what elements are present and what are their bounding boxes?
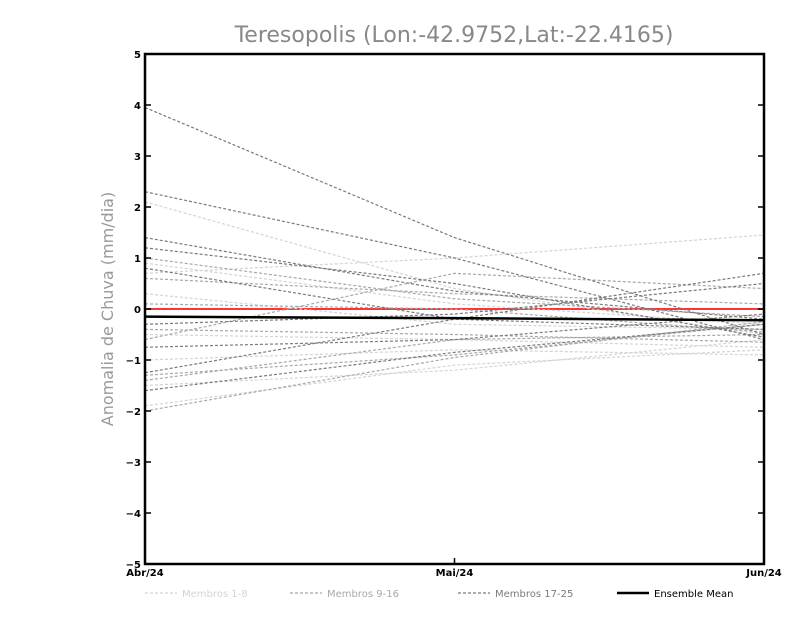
legend-label-3: Membros 17-25 — [495, 589, 573, 600]
member-series-line-24 — [144, 313, 765, 348]
y-tick-label: 0 — [134, 305, 141, 316]
member-series-line-7 — [144, 293, 765, 330]
y-tick-label: −2 — [126, 407, 141, 418]
y-tick-label: 4 — [134, 101, 141, 112]
member-series-line-18 — [144, 191, 765, 341]
member-series-line-10 — [144, 277, 765, 305]
member-series-line-13 — [144, 333, 765, 381]
member-series-line-6 — [144, 339, 765, 387]
y-tick-label: −5 — [126, 560, 141, 571]
x-tick-label: Mai/24 — [436, 568, 474, 579]
y-tick-label: 5 — [134, 50, 141, 61]
member-series-line-22 — [144, 272, 765, 374]
member-series-line-19 — [144, 237, 765, 320]
member-series-line-17 — [144, 106, 765, 336]
member-series-line-21 — [144, 267, 765, 330]
member-series-line-23 — [144, 323, 765, 392]
member-series-line-4 — [144, 349, 765, 361]
member-series-line-15 — [144, 321, 765, 412]
y-axis-label: Anomalia de Chuva (mm/dia) — [98, 192, 117, 426]
legend-label-1: Membros 1-8 — [182, 589, 248, 600]
x-tick-label: Abr/24 — [126, 568, 163, 579]
y-tick-label: 3 — [134, 152, 141, 163]
member-series-line-12 — [144, 328, 765, 343]
member-series-line-8 — [144, 333, 765, 348]
member-series-line-16 — [144, 303, 765, 333]
plot-frame — [143, 52, 766, 566]
member-series-line-14 — [144, 257, 765, 318]
y-tick-label: −3 — [126, 458, 141, 469]
y-tick-label: −1 — [126, 356, 141, 367]
member-series-line-5 — [144, 262, 765, 325]
legend: Membros 1-8 Membros 9-16 Membros 17-25 Ense… — [145, 589, 733, 600]
legend-label-4: Ensemble Mean — [654, 589, 733, 600]
y-tick-label: 1 — [134, 254, 141, 265]
ensemble-mean-line — [144, 315, 765, 322]
series-layer — [144, 106, 765, 412]
member-series-line-3 — [144, 349, 765, 407]
y-tick-label: 2 — [134, 203, 141, 214]
y-tick-label: −4 — [126, 509, 141, 520]
x-tick-label: Jun/24 — [745, 568, 782, 579]
member-series-line-11 — [144, 323, 765, 376]
legend-label-2: Membros 9-16 — [327, 589, 399, 600]
member-series-line-25 — [144, 282, 765, 325]
member-series-line-1 — [144, 234, 765, 274]
chart-title: Teresopolis (Lon:-42.9752,Lat:-22.4165) — [234, 23, 674, 48]
